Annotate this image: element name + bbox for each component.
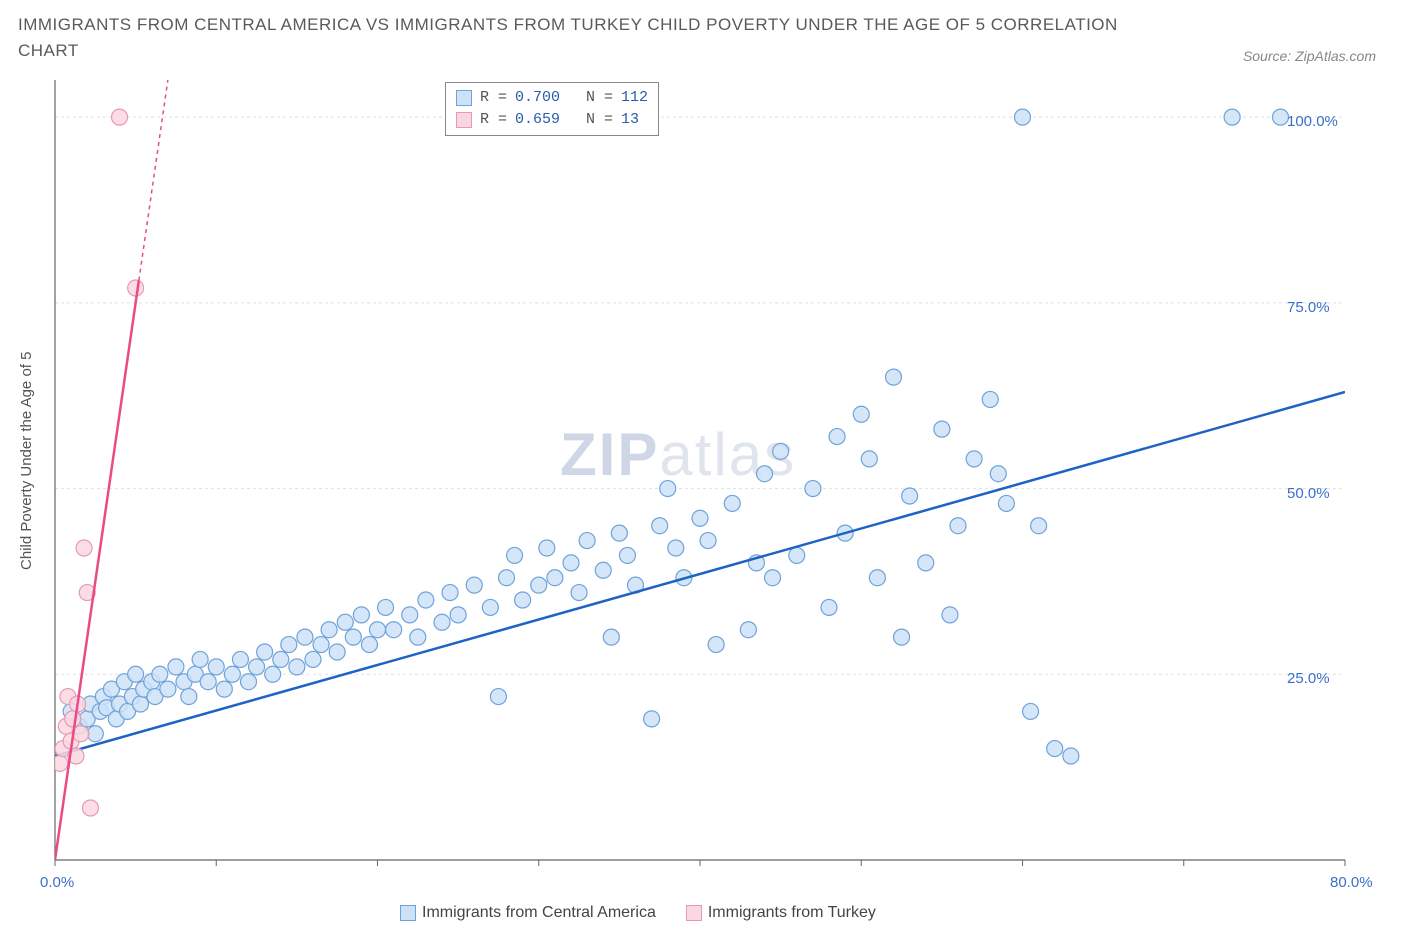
legend-item: Immigrants from Central America	[400, 904, 656, 922]
legend-label: Immigrants from Turkey	[708, 904, 876, 922]
y-tick-label: 100.0%	[1287, 113, 1338, 130]
stats-row: R = 0.659 N = 13	[456, 109, 648, 131]
r-value: 0.659	[515, 109, 560, 131]
legend-swatch	[456, 112, 472, 128]
y-tick-label: 75.0%	[1287, 299, 1330, 316]
legend-swatch	[400, 905, 416, 921]
n-value: 112	[621, 87, 648, 109]
y-tick-label: 25.0%	[1287, 670, 1330, 687]
scatter-chart	[0, 0, 1406, 930]
y-tick-label: 50.0%	[1287, 485, 1330, 502]
legend-item: Immigrants from Turkey	[686, 904, 876, 922]
legend-label: Immigrants from Central America	[422, 904, 656, 922]
n-value: 13	[621, 109, 639, 131]
stats-row: R = 0.700 N = 112	[456, 87, 648, 109]
legend-swatch	[686, 905, 702, 921]
correlation-stats-legend: R = 0.700 N = 112R = 0.659 N = 13	[445, 82, 659, 136]
legend-swatch	[456, 90, 472, 106]
series-legend: Immigrants from Central America Immigrant…	[400, 904, 876, 922]
x-tick-label: 0.0%	[40, 874, 74, 891]
x-tick-label: 80.0%	[1330, 874, 1373, 891]
r-value: 0.700	[515, 87, 560, 109]
